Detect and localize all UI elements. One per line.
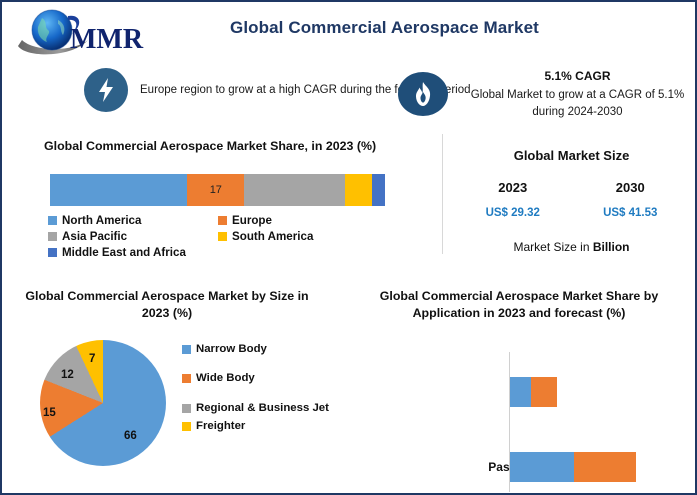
bar-cargo-forecast [531,377,557,407]
year-2030-label: 2030 [615,180,645,195]
callout-europe: Europe region to grow at a high CAGR dur… [84,68,471,112]
panel-divider [442,134,443,254]
legend-swatch-icon [182,421,191,431]
application-bar-chart: Cargo Passenger [382,332,682,492]
legend-swatch-icon [218,215,227,225]
legend-swatch-icon [182,345,191,354]
value-2023: US$ 29.32 [485,207,540,219]
callout-europe-text: Europe region to grow at a high CAGR dur… [140,83,471,96]
market-size-years: 2023 2030 [454,180,689,195]
value-2030: US$ 41.53 [603,207,658,219]
pie-label-freighter: 7 [89,353,96,365]
pie-legend: Narrow Body Wide Body Regional & Busines… [182,342,357,448]
legend-item-middle-east-africa: Middle East and Africa [48,244,218,260]
flame-icon [398,72,448,117]
legend-label: North America [62,213,142,227]
bar-segment-asia-pacific [244,174,345,206]
pie-label-regional-business-jet: 12 [61,369,74,381]
pie-chart-title: Global Commercial Aerospace Market by Si… [25,289,309,320]
legend-label: Middle East and Africa [62,245,186,259]
legend-item-asia-pacific: Asia Pacific [48,228,218,244]
legend-label: Wide Body [196,372,255,385]
region-share-title: Global Commercial Aerospace Market Share… [44,139,377,153]
legend-label: South America [232,229,314,243]
legend-swatch-icon [48,231,57,241]
unit-note-prefix: Market Size in [513,240,593,254]
globe-swoosh-icon: MMR [18,9,144,55]
bar-segment-europe: 17 [187,174,245,206]
page-title: Global Commercial Aerospace Market [230,18,539,37]
unit-note-unit: Billion [592,240,630,254]
bar-row-cargo: Cargo [382,377,682,407]
market-size-title: Global Market Size [513,148,630,163]
bar-segment-south-america [344,174,372,206]
lightning-bolt-icon [84,68,128,112]
bar-cargo-2023 [510,377,531,407]
legend-swatch-icon [48,215,57,225]
bar-group-passenger [510,452,636,482]
region-legend: North America Europe Asia Pacific South … [48,212,388,260]
region-share-stacked-bar: 17 [50,174,385,206]
callout-cagr-text: 5.1% CAGR Global Market to grow at a CAG… [460,68,695,121]
pie-legend-item-freighter: Freighter [182,419,357,433]
legend-label: Europe [232,213,272,227]
legend-swatch-icon [182,374,191,384]
legend-swatch-icon [218,231,227,241]
pie-label-narrow-body: 66 [124,430,137,442]
mmr-logo: MMR [14,6,164,60]
legend-swatch-icon [182,403,191,413]
bar-group-cargo [510,377,557,407]
legend-item-north-america: North America [48,212,218,228]
legend-label: Freighter [196,419,246,432]
legend-label: Narrow Body [196,343,267,355]
cagr-description: Global Market to grow at a CAGR of 5.1% … [470,89,685,119]
year-2023-label: 2023 [498,180,528,195]
logo-wordmark: MMR [70,24,144,55]
market-size-values: US$ 29.32 US$ 41.53 [454,207,689,219]
pie-chart [40,340,166,466]
bar-passenger-forecast [574,452,636,482]
chart-axis-line [509,352,510,492]
legend-item-europe: Europe [218,212,388,228]
legend-label: Regional & Business Jet [196,401,329,414]
bar-segment-north-america [50,174,188,206]
market-size-unit-note: Market Size in Billion [454,240,689,254]
legend-swatch-icon [48,247,57,257]
bar-segment-middle-east-africa [371,174,385,206]
pie-label-wide-body: 15 [43,407,56,419]
legend-label: Asia Pacific [62,229,128,243]
pie-legend-item-wide-body: Wide Body [182,371,357,385]
pie-legend-item-regional-business-jet: Regional & Business Jet [182,401,357,415]
pie-legend-item-narrow-body: Narrow Body [182,342,357,356]
legend-item-south-america: South America [218,228,388,244]
bar-row-passenger: Passenger [382,452,682,482]
cagr-highlight: 5.1% CAGR [544,69,611,83]
application-chart-title: Global Commercial Aerospace Market Share… [379,289,659,320]
bar-passenger-2023 [510,452,574,482]
callout-cagr: 5.1% CAGR Global Market to grow at a CAG… [398,68,695,121]
